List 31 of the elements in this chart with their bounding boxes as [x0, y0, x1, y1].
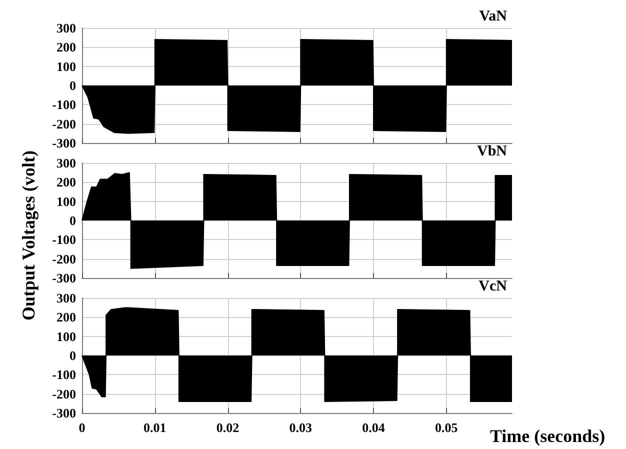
y-tick-label: 100: [56, 328, 76, 344]
chart-title: VcN: [478, 278, 508, 294]
y-tick-label: 100: [56, 58, 76, 74]
y-tick-label: 200: [56, 310, 76, 325]
x-axis-title: Time (seconds): [490, 426, 606, 446]
y-tick-label: 200: [56, 40, 76, 55]
y-tick-label: -100: [52, 97, 76, 112]
x-tick-label: 0.05: [435, 420, 458, 435]
y-tick-label: 0: [70, 213, 76, 228]
x-tick-label: 0.03: [289, 420, 313, 435]
y-tick-label: -300: [52, 406, 76, 420]
y-tick-label: -200: [52, 386, 76, 402]
y-tick-label: -100: [52, 367, 76, 382]
y-tick-label: 300: [56, 290, 76, 306]
y-tick-label: -200: [52, 251, 76, 266]
y-tick-label: -300: [52, 270, 76, 286]
y-tick-label: -100: [52, 232, 76, 248]
y-tick-label: 0: [70, 348, 76, 363]
x-tick-label: 0.04: [362, 420, 386, 435]
x-tick-label: 0.02: [216, 420, 240, 435]
chart-title: VbN: [476, 144, 508, 160]
chart-title: VaN: [479, 8, 508, 24]
y-tick-label: 300: [56, 156, 76, 170]
y-tick-label: 100: [56, 194, 76, 209]
y-tick-label: -200: [52, 116, 76, 132]
y-tick-label: -300: [52, 136, 76, 150]
y-tick-label: 300: [56, 20, 76, 36]
y-tick-label: 200: [56, 174, 76, 190]
x-tick-label: 0.01: [144, 420, 166, 435]
y-tick-label: 0: [70, 78, 76, 93]
y-axis-title: Output Voltages (volt): [18, 150, 40, 320]
